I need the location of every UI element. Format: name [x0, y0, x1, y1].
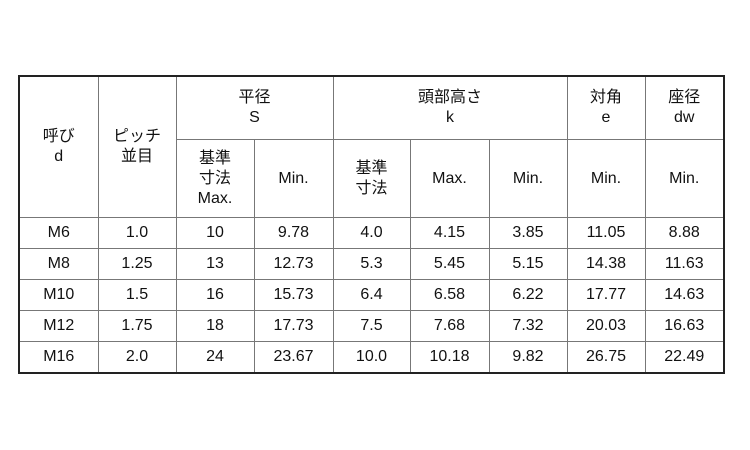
table-cell: 5.3	[332, 248, 411, 280]
header-s-basic: 基準 寸法 Max.	[175, 139, 255, 218]
table-cell: 7.5	[332, 310, 411, 342]
header-nominal: 呼び d	[18, 75, 99, 218]
table-cell: 1.0	[97, 217, 177, 249]
table-row: M12 1.75 18 17.73 7.5 7.68 7.32 20.03 16.63	[18, 310, 725, 342]
table-cell: 20.03	[566, 310, 646, 342]
table-cell: 23.67	[253, 341, 334, 374]
table-cell: 1.25	[97, 248, 177, 280]
table-cell: 6.22	[488, 279, 568, 311]
table-cell: 10.18	[409, 341, 490, 374]
header-s-min: Min.	[253, 139, 334, 218]
header-dw-group: 座径 dw	[644, 75, 725, 140]
table-cell: 11.05	[566, 217, 646, 249]
table-cell: M16	[18, 341, 99, 374]
table-cell: 9.82	[488, 341, 568, 374]
table-cell: 13	[175, 248, 255, 280]
header-e-min: Min.	[566, 139, 646, 218]
table-row: M8 1.25 13 12.73 5.3 5.45 5.15 14.38 11.63	[18, 248, 725, 280]
header-s-group: 平径 S	[175, 75, 334, 140]
header-pitch: ピッチ 並目	[97, 75, 177, 218]
table-cell: 10	[175, 217, 255, 249]
table-cell: 17.77	[566, 279, 646, 311]
table-cell: 18	[175, 310, 255, 342]
header-row-2: 基準 寸法 Max. Min. 基準 寸法 Max. Min. Min. Min…	[19, 139, 725, 218]
table-cell: 9.78	[253, 217, 334, 249]
table-cell: 6.4	[332, 279, 411, 311]
table-cell: 1.75	[97, 310, 177, 342]
table-cell: 14.63	[644, 279, 725, 311]
table-cell: 12.73	[253, 248, 334, 280]
header-dw-min: Min.	[644, 139, 725, 218]
table-cell: M10	[18, 279, 99, 311]
table-cell: 16	[175, 279, 255, 311]
header-e-group: 対角 e	[566, 75, 646, 140]
header-k-max: Max.	[409, 139, 490, 218]
table-cell: 17.73	[253, 310, 334, 342]
table-cell: 5.45	[409, 248, 490, 280]
table-cell: 11.63	[644, 248, 725, 280]
table-cell: 4.15	[409, 217, 490, 249]
table-cell: 3.85	[488, 217, 568, 249]
table-cell: 5.15	[488, 248, 568, 280]
table-cell: 4.0	[332, 217, 411, 249]
table-cell: 14.38	[566, 248, 646, 280]
table-cell: M12	[18, 310, 99, 342]
table-cell: M6	[18, 217, 99, 249]
table-cell: 24	[175, 341, 255, 374]
table-row: M16 2.0 24 23.67 10.0 10.18 9.82 26.75 22.49	[18, 341, 725, 374]
header-k-basic: 基準 寸法	[332, 139, 411, 218]
table-cell: 7.32	[488, 310, 568, 342]
table-cell: 6.58	[409, 279, 490, 311]
table-cell: 7.68	[409, 310, 490, 342]
header-k-min: Min.	[488, 139, 568, 218]
table-cell: 8.88	[644, 217, 725, 249]
header-k-group: 頭部高さ k	[332, 75, 568, 140]
header-row-1: 呼び d ピッチ 並目 平径 S 頭部高さ k 対角 e 座径 dw	[18, 75, 725, 218]
table-cell: 16.63	[644, 310, 725, 342]
table-cell: 26.75	[566, 341, 646, 374]
table-cell: 1.5	[97, 279, 177, 311]
table-row: M10 1.5 16 15.73 6.4 6.58 6.22 17.77 14.63	[18, 279, 725, 311]
table-cell: 22.49	[644, 341, 725, 374]
table-row: M6 1.0 10 9.78 4.0 4.15 3.85 11.05 8.88	[18, 217, 725, 249]
table-cell: 10.0	[332, 341, 411, 374]
table-cell: 2.0	[97, 341, 177, 374]
table-cell: 15.73	[253, 279, 334, 311]
dimension-table: 呼び d ピッチ 並目 平径 S 頭部高さ k 対角 e 座径 dw 基準 寸法…	[18, 75, 725, 374]
table-cell: M8	[18, 248, 99, 280]
